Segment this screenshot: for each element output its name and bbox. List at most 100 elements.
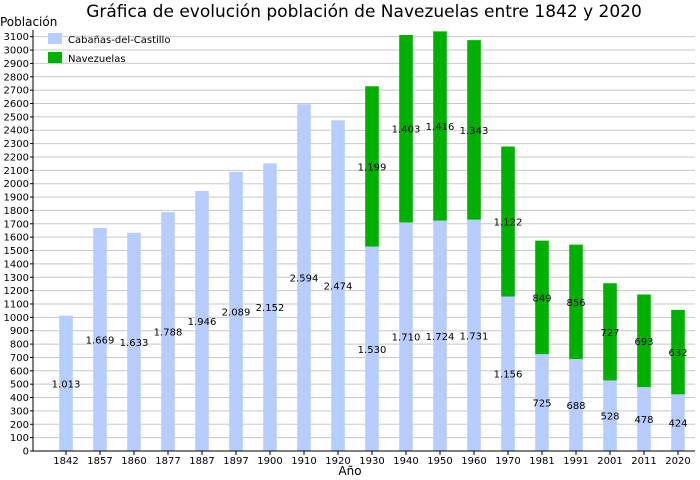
y-tick-label: 1100 [4, 299, 29, 310]
x-tick-label: 1900 [257, 456, 282, 467]
bar-series-2 [399, 34, 413, 223]
y-tick-label: 2100 [4, 166, 29, 177]
data-label: 2.089 [222, 307, 251, 318]
y-tick-label: 1400 [4, 259, 29, 270]
x-tick-label: 1857 [87, 456, 112, 467]
y-tick-label: 2300 [4, 139, 29, 150]
y-tick-label: 1900 [4, 193, 29, 204]
bar-series-1 [127, 232, 141, 451]
bar-series-2 [467, 40, 481, 220]
bar-series-1 [263, 163, 277, 452]
y-tick-label: 1700 [4, 219, 29, 230]
bar-series-2 [365, 86, 379, 247]
legend-swatch-series-2 [48, 52, 62, 63]
y-tick-label: 200 [10, 420, 29, 431]
y-tick-label: 700 [10, 353, 29, 364]
bar-series-1 [93, 227, 107, 451]
x-tick-label: 2020 [665, 456, 690, 467]
x-tick-label: 1991 [563, 456, 588, 467]
y-tick-label: 3100 [4, 32, 29, 43]
bar-series-1 [297, 104, 311, 451]
y-tick-label: 2500 [4, 112, 29, 123]
bar-series-1 [331, 120, 345, 452]
bar-series-1 [603, 380, 617, 451]
bar-series-2 [671, 309, 685, 395]
legend-swatch-series-1 [48, 33, 62, 44]
bar-series-1 [637, 387, 651, 451]
data-label: 727 [600, 328, 619, 339]
y-tick-label: 3000 [4, 46, 29, 57]
legend: Cabañas-del-Castillo Navezuelas [48, 33, 170, 65]
data-label: 1.710 [392, 333, 421, 344]
y-tick-label: 1000 [4, 313, 29, 324]
bar-series-2 [569, 244, 583, 360]
y-axis-label: Población [0, 15, 57, 29]
y-tick-label: 2600 [4, 99, 29, 110]
bar-series-1 [671, 394, 685, 451]
y-tick-label: 600 [10, 366, 29, 377]
data-label: 1.122 [494, 218, 523, 229]
data-label: 2.594 [290, 274, 319, 285]
y-tick-label: 300 [10, 406, 29, 417]
bar-series-1 [161, 212, 175, 451]
chart-title: Gráfica de evolución población de Navezu… [86, 2, 642, 22]
x-tick-label: 1910 [291, 456, 316, 467]
data-label: 693 [634, 337, 653, 348]
y-tick-label: 900 [10, 326, 29, 337]
grid-lines [33, 36, 695, 452]
y-tick-label: 800 [10, 340, 29, 351]
y-axis-ticks: 0 100 200 300 400 500 600 700 800 900 1000 1100 1200… [4, 32, 33, 458]
bar-series-1 [535, 354, 549, 451]
data-label: 849 [532, 293, 551, 304]
y-tick-label: 2900 [4, 59, 29, 70]
x-tick-label: 1920 [325, 456, 350, 467]
y-tick-label: 1800 [4, 206, 29, 217]
data-label: 528 [600, 412, 619, 423]
bar-series-2 [637, 294, 651, 388]
bar-series-2 [535, 240, 549, 355]
y-tick-label: 500 [10, 380, 29, 391]
x-tick-label: 1960 [461, 456, 486, 467]
x-tick-label: 1860 [121, 456, 146, 467]
data-label: 1.633 [120, 338, 149, 349]
data-label: 2.474 [324, 282, 353, 293]
data-label: 1.946 [188, 317, 217, 328]
data-label: 856 [566, 298, 585, 309]
y-tick-label: 2700 [4, 86, 29, 97]
x-tick-label: 1950 [427, 456, 452, 467]
x-tick-label: 2011 [631, 456, 656, 467]
data-label: 1.724 [426, 332, 455, 343]
y-tick-label: 1600 [4, 233, 29, 244]
bar-series-1 [195, 190, 209, 451]
bar-series-2 [501, 146, 515, 297]
y-tick-label: 400 [10, 393, 29, 404]
data-label: 1.156 [494, 370, 523, 381]
bars [59, 31, 685, 452]
bar-series-1 [229, 171, 243, 451]
y-tick-label: 0 [23, 447, 29, 458]
y-tick-label: 1200 [4, 286, 29, 297]
bar-series-2 [603, 283, 617, 381]
y-tick-label: 2400 [4, 126, 29, 137]
bar-series-1 [569, 359, 583, 451]
data-label: 1.669 [86, 335, 115, 346]
data-label: 688 [566, 401, 585, 412]
x-axis-ticks: 1842 1857 1860 1877 1887 1897 1900 1910 1920 1930… [53, 451, 691, 467]
legend-label-series-2: Navezuelas [68, 54, 126, 65]
data-label: 1.530 [358, 345, 387, 356]
data-label: 725 [532, 399, 551, 410]
x-tick-label: 1887 [189, 456, 214, 467]
bar-series-1 [399, 222, 413, 451]
y-tick-label: 2200 [4, 152, 29, 163]
data-label: 1.343 [460, 126, 489, 137]
y-tick-label: 2000 [4, 179, 29, 190]
y-tick-label: 1300 [4, 273, 29, 284]
bar-series-1 [433, 220, 447, 451]
y-tick-label: 1500 [4, 246, 29, 257]
x-tick-label: 1970 [495, 456, 520, 467]
x-tick-label: 1981 [529, 456, 554, 467]
data-label: 478 [634, 415, 653, 426]
x-tick-label: 1842 [53, 456, 78, 467]
bar-series-2 [433, 31, 447, 221]
